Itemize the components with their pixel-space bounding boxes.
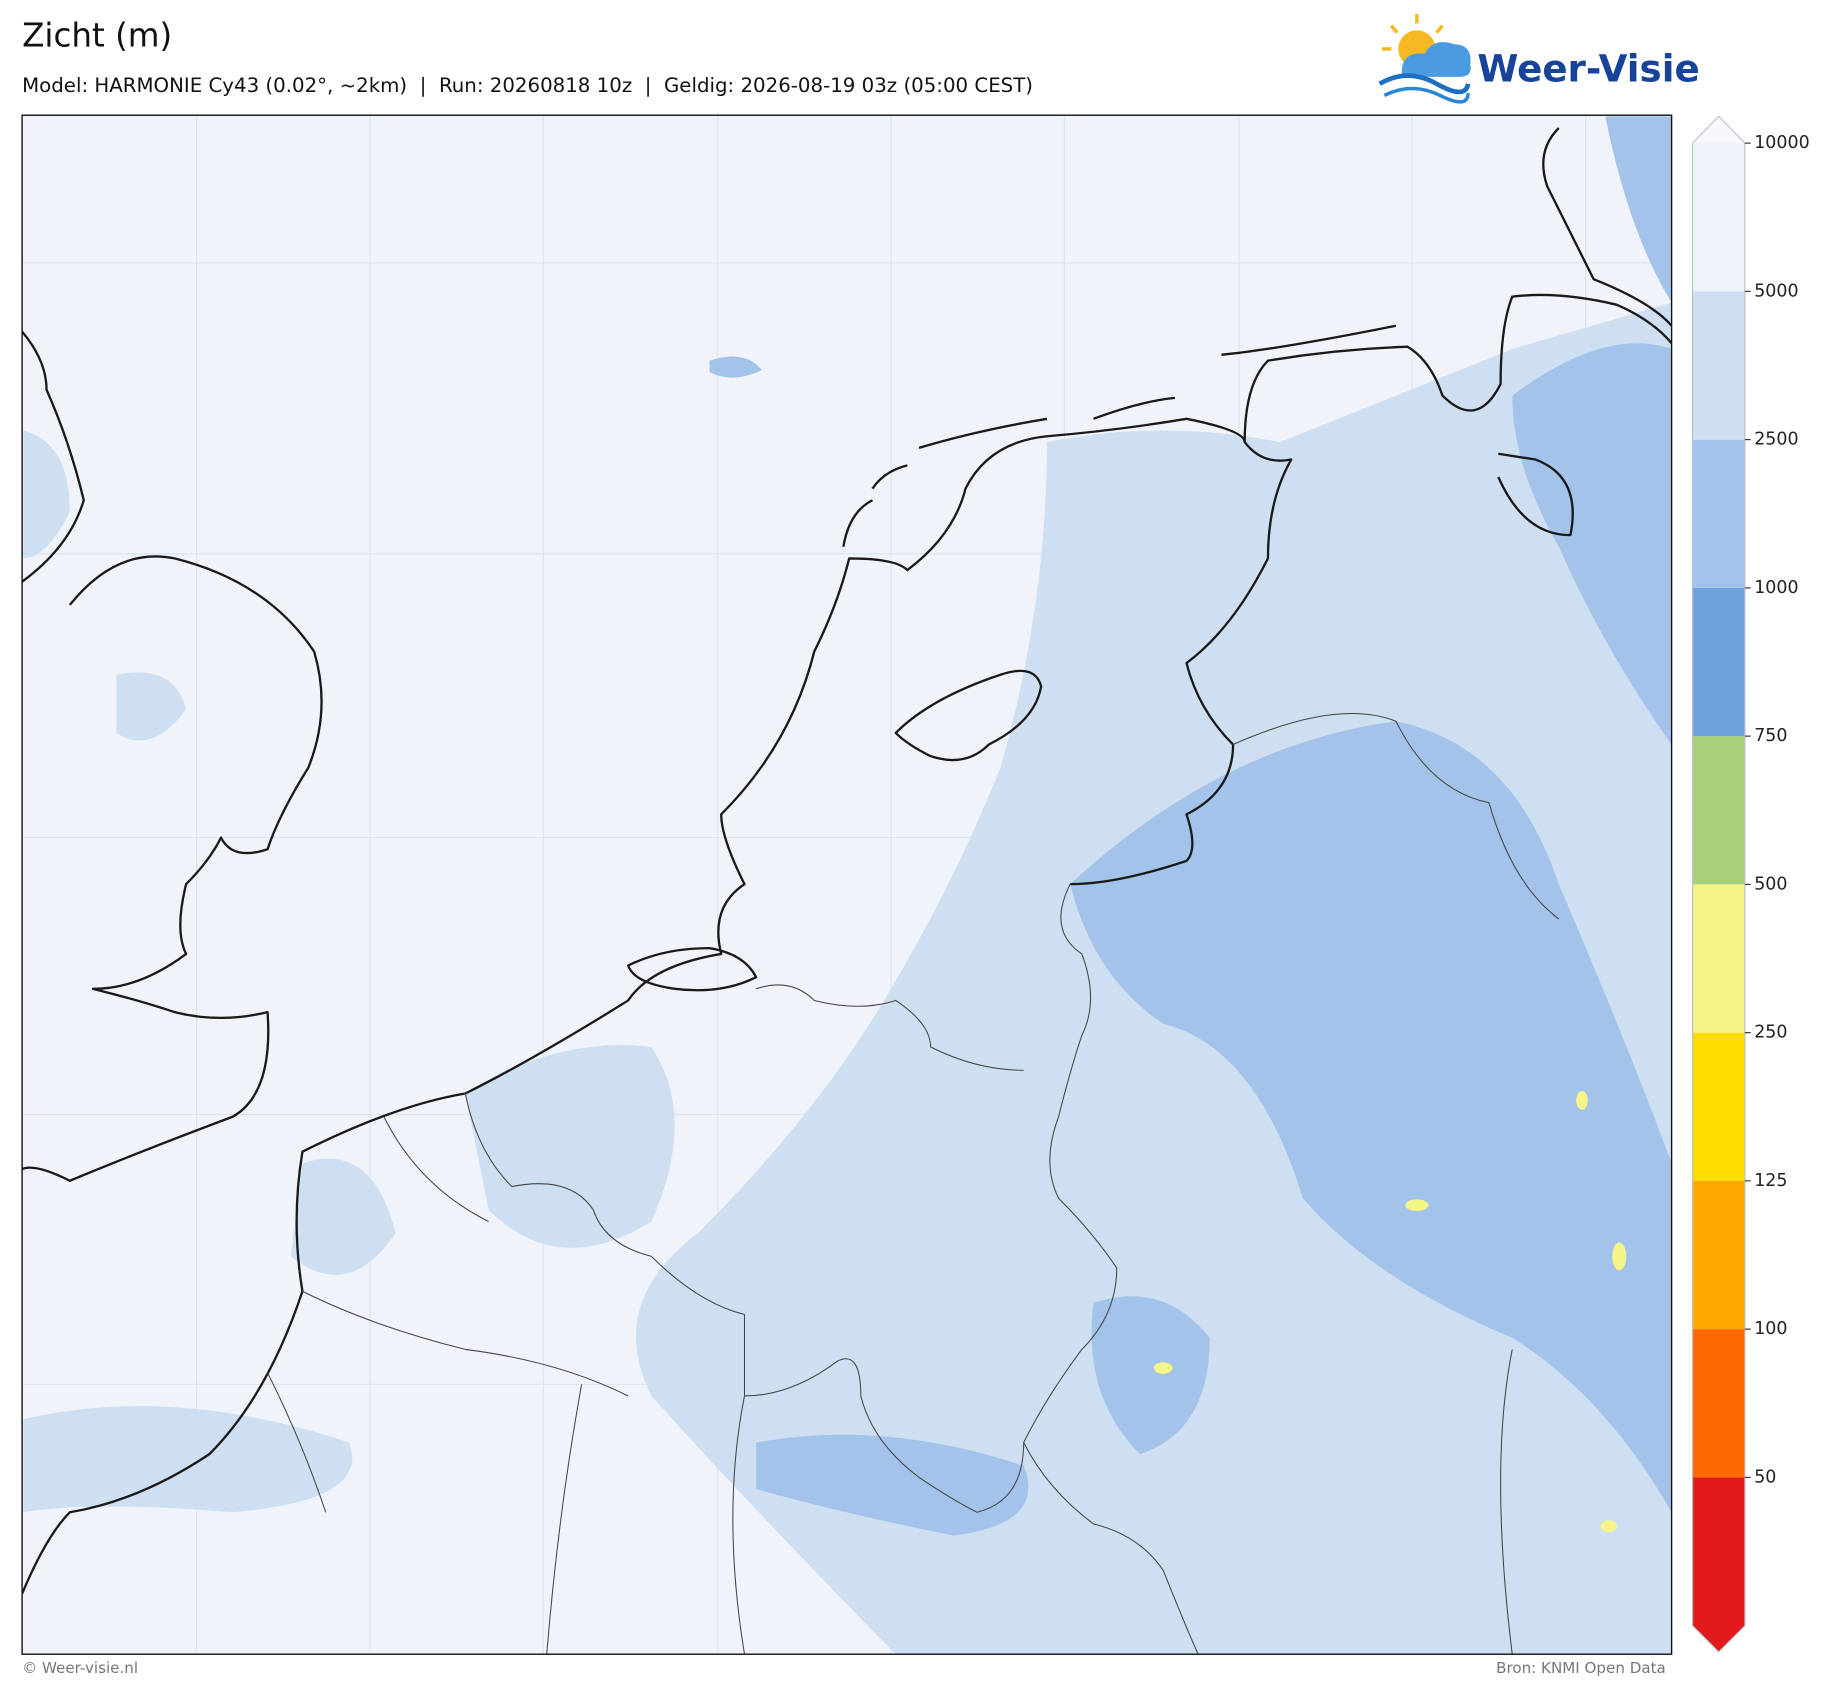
- colorbar-segment: [1692, 439, 1745, 588]
- colorbar-segment: [1692, 1180, 1745, 1330]
- colorbar-extend-low: [1692, 1477, 1745, 1652]
- colorbar-tick-label: 2500: [1754, 430, 1798, 450]
- colorbar-tick-label: 1000: [1754, 578, 1798, 598]
- colorbar-tick-label: 50: [1754, 1467, 1776, 1487]
- subtitle: Model: HARMONIE Cy43 (0.02°, ~2km) | Run…: [22, 74, 1033, 97]
- title: Zicht (m): [22, 17, 172, 55]
- colorbar-tick-label: 100: [1754, 1319, 1787, 1339]
- colorbar-extend-high: [1692, 116, 1745, 144]
- colorbar-tick-label: 250: [1754, 1023, 1787, 1043]
- colorbar-segment: [1692, 1329, 1745, 1478]
- footer-right: Bron: KNMI Open Data: [1496, 1659, 1666, 1677]
- colorbar-tick-label: 750: [1754, 726, 1787, 746]
- logo: Weer-Visie: [1378, 13, 1700, 104]
- logo-text: Weer-Visie: [1477, 46, 1699, 90]
- colorbar: 50 100 125 250 500 750 1000 2500 5000 10000: [1691, 115, 1810, 1653]
- colorbar-segment: [1692, 736, 1745, 885]
- colorbar-tick-label: 5000: [1754, 281, 1798, 301]
- colorbar-segment: [1692, 884, 1745, 1033]
- colorbar-frame: [1691, 115, 1746, 1653]
- colorbar-segment: [1692, 1032, 1745, 1181]
- colorbar-segment: [1692, 143, 1745, 292]
- colorbar-tick-label: 125: [1754, 1171, 1787, 1191]
- colorbar-tick-label: 10000: [1754, 133, 1809, 153]
- colorbar-segment: [1692, 587, 1745, 737]
- map: [21, 114, 1673, 1655]
- colorbar-tick-label: 500: [1754, 874, 1787, 894]
- footer-left: © Weer-visie.nl: [22, 1659, 138, 1677]
- colorbar-segment: [1692, 291, 1745, 440]
